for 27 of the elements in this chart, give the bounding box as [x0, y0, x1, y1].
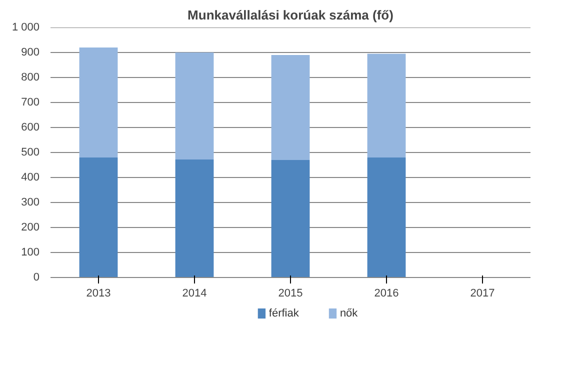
bar [175, 160, 214, 278]
y-tick-label: 100 [21, 246, 40, 258]
legend-label: nők [340, 308, 358, 320]
y-tick-label: 500 [21, 146, 40, 158]
x-tick-label: 2013 [86, 288, 111, 300]
bar [271, 55, 310, 160]
bar [175, 52, 214, 160]
bar [79, 48, 118, 158]
x-tick-label: 2017 [470, 288, 495, 300]
y-tick-label: 900 [21, 46, 40, 58]
x-tick-label: 2015 [278, 288, 303, 300]
y-tick-label: 800 [21, 72, 40, 84]
x-tick-label: 2016 [374, 288, 399, 300]
bar [367, 158, 406, 278]
x-tick-label: 2014 [182, 288, 207, 300]
y-tick-label: 600 [21, 122, 40, 134]
y-tick-label: 400 [21, 172, 40, 184]
y-tick-label: 300 [21, 196, 40, 208]
bar [271, 160, 310, 278]
legend-label: férfiak [268, 308, 300, 320]
y-tick-label: 200 [21, 222, 40, 234]
bar [367, 54, 406, 158]
y-tick-label: 1 000 [12, 22, 40, 34]
y-tick-label: 0 [33, 272, 40, 284]
y-tick-label: 700 [21, 96, 40, 108]
chart-title: Munkavállalási korúak száma (fő) [188, 8, 394, 22]
bar [79, 158, 118, 278]
